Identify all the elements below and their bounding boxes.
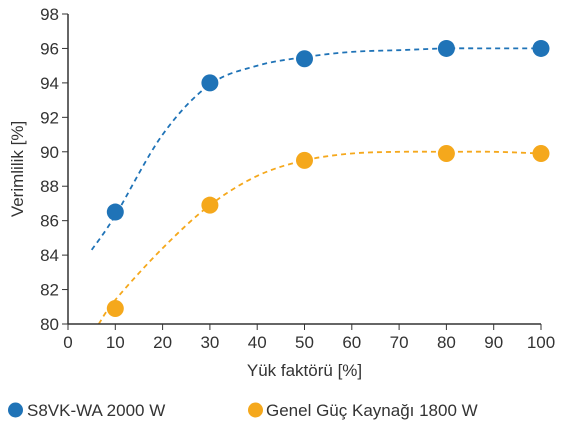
trendline-series-1 — [97, 150, 542, 325]
y-axis-ticks: 80 82 84 86 88 90 92 94 96 98 — [40, 5, 68, 334]
y-tick-label: 80 — [40, 315, 59, 334]
legend: S8VK-WA 2000 W Genel Güç Kaynağı 1800 W — [8, 401, 478, 420]
x-axis-ticks: 0 10 20 30 40 50 60 70 80 90 100 — [63, 324, 555, 352]
y-tick-label: 90 — [40, 143, 59, 162]
y-tick-label: 88 — [40, 177, 59, 196]
data-point-series-0 — [437, 39, 455, 57]
data-point-series-0 — [106, 203, 124, 221]
data-point-series-1 — [106, 300, 124, 317]
y-tick-label: 94 — [40, 74, 59, 93]
x-tick-label: 10 — [106, 333, 125, 352]
data-point-series-0 — [532, 39, 550, 57]
x-tick-label: 20 — [153, 333, 172, 352]
y-axis-title: Verimlilik [%] — [8, 121, 27, 217]
y-tick-label: 98 — [40, 5, 59, 24]
x-tick-label: 30 — [200, 333, 219, 352]
x-tick-label: 70 — [390, 333, 409, 352]
x-tick-label: 100 — [527, 333, 555, 352]
x-tick-label: 40 — [248, 333, 267, 352]
data-point-series-1 — [437, 145, 455, 162]
legend-marker-generic — [248, 402, 263, 418]
data-points — [106, 39, 550, 317]
legend-label-s8vk: S8VK-WA 2000 W — [27, 401, 165, 420]
y-tick-label: 96 — [40, 39, 59, 58]
y-tick-label: 84 — [40, 246, 59, 265]
data-point-series-0 — [296, 50, 313, 68]
x-tick-label: 50 — [295, 333, 314, 352]
y-tick-label: 86 — [40, 212, 59, 231]
x-axis-title: Yük faktörü [%] — [247, 361, 362, 380]
data-point-series-1 — [201, 196, 219, 214]
trendlines — [90, 47, 542, 325]
data-point-series-1 — [532, 145, 550, 162]
legend-label-generic: Genel Güç Kaynağı 1800 W — [266, 401, 478, 420]
x-tick-label: 90 — [484, 333, 503, 352]
x-tick-label: 80 — [437, 333, 456, 352]
x-tick-label: 0 — [63, 333, 72, 352]
data-point-series-0 — [201, 74, 219, 92]
legend-marker-s8vk — [8, 402, 23, 418]
trendline-series-0 — [90, 47, 541, 251]
y-tick-label: 92 — [40, 108, 59, 127]
x-tick-label: 60 — [342, 333, 361, 352]
y-tick-label: 82 — [40, 281, 59, 300]
data-point-series-1 — [296, 151, 313, 169]
